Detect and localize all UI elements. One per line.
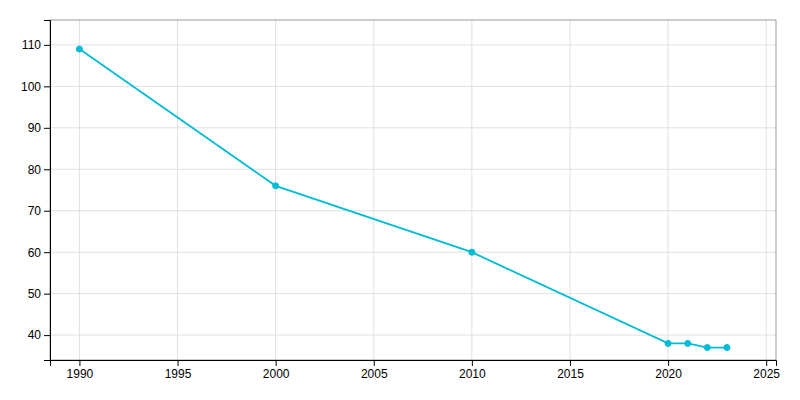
y-axis-tick-mark bbox=[44, 294, 50, 295]
y-axis-tick-mark bbox=[44, 335, 50, 336]
y-axis-tick-mark bbox=[44, 86, 50, 87]
y-axis-tick: 110 bbox=[22, 38, 50, 52]
line bbox=[79, 49, 727, 348]
x-axis-tick: 2010 bbox=[459, 360, 486, 381]
grid-line-y bbox=[50, 252, 776, 253]
y-axis-tick-mark bbox=[44, 128, 50, 129]
y-axis-tick-mark bbox=[44, 169, 50, 170]
marker bbox=[685, 340, 691, 346]
x-axis-tick: 1995 bbox=[165, 360, 192, 381]
x-axis-tick-label: 2015 bbox=[557, 367, 584, 381]
grid-line-x bbox=[177, 20, 178, 360]
y-axis-tick: 80 bbox=[28, 163, 50, 177]
x-axis-tick-label: 1995 bbox=[165, 367, 192, 381]
chart: 1990 1995 2000 2005 2010 2015 2020 2025 40 50 60 70… bbox=[0, 0, 800, 400]
plot-frame bbox=[50, 20, 776, 360]
y-axis-tick: 90 bbox=[28, 121, 50, 135]
y-axis-tick: 50 bbox=[28, 287, 50, 301]
y-axis-tick-label: 40 bbox=[28, 328, 42, 342]
y-axis-tick-mark bbox=[44, 252, 50, 253]
x-axis: 1990 1995 2000 2005 2010 2015 2020 2025 bbox=[51, 360, 781, 381]
y-axis-tick-label: 90 bbox=[28, 121, 42, 135]
grid-line-y bbox=[50, 86, 776, 87]
grid-line-y bbox=[50, 335, 776, 336]
x-axis-tick: 2015 bbox=[557, 360, 584, 381]
x-axis-line bbox=[51, 361, 777, 367]
marker bbox=[704, 345, 710, 351]
grid-line-x bbox=[373, 20, 374, 360]
grid bbox=[50, 20, 776, 360]
x-axis-tick-mark bbox=[178, 360, 179, 366]
marker bbox=[665, 340, 671, 346]
x-axis-tick-mark bbox=[766, 360, 767, 366]
grid-line-y bbox=[50, 293, 776, 294]
x-axis-tick-label: 2020 bbox=[655, 367, 682, 381]
y-axis-tick-label: 50 bbox=[28, 287, 42, 301]
y-axis-tick-mark bbox=[44, 45, 50, 46]
y-axis-tick-label: 70 bbox=[28, 204, 42, 218]
x-axis-tick-label: 2000 bbox=[263, 367, 290, 381]
x-axis-tick-label: 2025 bbox=[753, 367, 780, 381]
y-axis-tick: 40 bbox=[28, 328, 50, 342]
grid-line-y bbox=[50, 44, 776, 45]
grid-line-x bbox=[668, 20, 669, 360]
x-axis-tick-mark bbox=[472, 360, 473, 366]
y-axis-tick: 100 bbox=[21, 80, 50, 94]
x-axis-tick-mark bbox=[374, 360, 375, 366]
marker bbox=[724, 345, 730, 351]
x-axis-tick: 2025 bbox=[753, 360, 780, 381]
y-axis-tick: 70 bbox=[28, 204, 50, 218]
x-axis-tick-label: 2010 bbox=[459, 367, 486, 381]
x-axis-tick: 2000 bbox=[263, 360, 290, 381]
y-axis: 40 50 60 70 80 90 100 110 bbox=[21, 21, 51, 361]
marker bbox=[469, 249, 475, 255]
marker bbox=[273, 183, 279, 189]
grid-line-x bbox=[471, 20, 472, 360]
x-axis-tick-label: 2005 bbox=[361, 367, 388, 381]
x-axis-tick-label: 1990 bbox=[67, 367, 94, 381]
y-axis-tick-label: 60 bbox=[28, 246, 42, 260]
y-axis-tick-label: 80 bbox=[28, 163, 42, 177]
plot: 1990 1995 2000 2005 2010 2015 2020 2025 40 50 60 70… bbox=[21, 20, 780, 381]
x-axis-tick: 1990 bbox=[67, 360, 94, 381]
y-axis-tick-mark bbox=[44, 211, 50, 212]
x-axis-tick-mark bbox=[570, 360, 571, 366]
x-axis-tick: 2020 bbox=[655, 360, 682, 381]
y-axis-line bbox=[44, 21, 51, 361]
grid-line-x bbox=[569, 20, 570, 360]
grid-line-x bbox=[79, 20, 80, 360]
marks bbox=[76, 46, 730, 351]
grid-line-y bbox=[50, 210, 776, 211]
grid-line-y bbox=[50, 127, 776, 128]
y-axis-tick-label: 110 bbox=[22, 38, 41, 52]
grid-line-x bbox=[275, 20, 276, 360]
y-axis-tick: 60 bbox=[28, 246, 50, 260]
x-axis-tick: 2005 bbox=[361, 360, 388, 381]
grid-line-x bbox=[766, 20, 767, 360]
grid-line-y bbox=[50, 169, 776, 170]
x-axis-tick-mark bbox=[79, 360, 80, 366]
x-axis-tick-mark bbox=[276, 360, 277, 366]
y-axis-tick-label: 100 bbox=[21, 80, 41, 94]
x-axis-tick-mark bbox=[668, 360, 669, 366]
marker bbox=[76, 46, 82, 52]
